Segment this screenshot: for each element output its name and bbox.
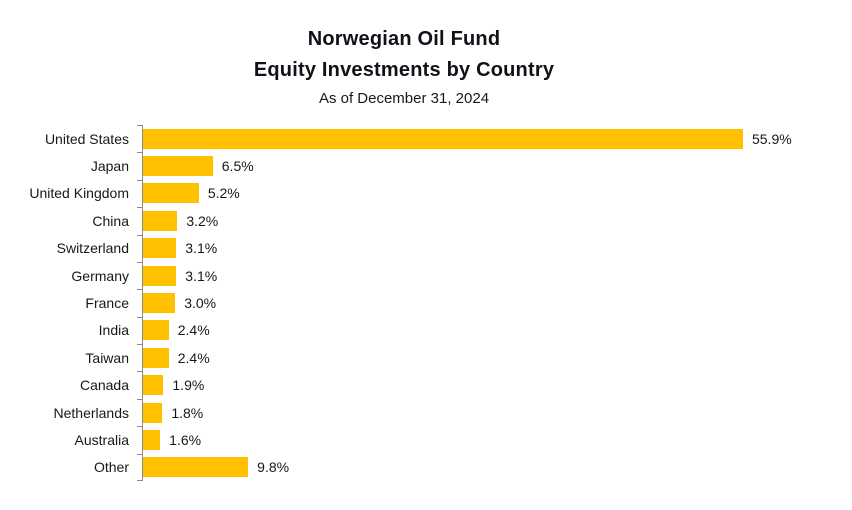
category-label: Netherlands [53,404,130,421]
category-label: United States [44,130,129,147]
chart-title-line-2: Equity Investments by Country [253,59,555,81]
axis-tick [137,234,143,236]
axis-tick [137,207,143,209]
bar-track: 9.8% [142,453,787,482]
axis-tick [137,261,143,263]
axis-tick [137,289,143,291]
bar [143,347,169,368]
bar-track: 1.9% [142,371,787,399]
bar-row: Japan 6.5% [0,152,787,180]
bar [143,429,161,450]
category-label: Germany [71,267,129,284]
value-label: 2.4% [177,349,210,366]
category-label: Japan [90,158,129,175]
axis-tick [137,453,143,455]
value-label: 2.4% [177,322,210,339]
value-label: 3.2% [186,212,219,229]
category-label: France [85,295,129,312]
bar-row: Australia 1.6% [0,426,787,454]
chart-title-line-1: Norwegian Oil Fund [307,28,501,50]
value-label: 1.9% [172,377,205,394]
bar-track: 3.2% [142,207,787,235]
bar-row: Taiwan 2.4% [0,344,787,372]
category-label: India [98,322,129,339]
bar-track: 3.1% [142,261,787,290]
chart-header: Norwegian Oil Fund Equity Investments by… [0,0,852,111]
bar-row: Netherlands 1.8% [0,398,787,427]
bar-row: India 2.4% [0,316,787,345]
bar-track: 2.4% [142,316,787,345]
bar [143,183,199,204]
axis-tick [137,480,143,481]
axis-tick [137,316,143,318]
bar-track: 3.0% [142,289,787,317]
bar [143,375,164,396]
category-label: United Kingdom [29,185,129,202]
bar-track: 3.1% [142,234,787,262]
bar-track: 6.5% [142,152,787,180]
bar [143,210,178,231]
value-label: 1.6% [169,431,202,448]
bar [143,457,249,478]
axis-tick [137,398,143,400]
bar-track: 2.4% [142,344,787,372]
bar-track: 55.9% [142,125,792,153]
value-label: 3.1% [185,267,218,284]
axis-tick [137,179,143,181]
bar-row: Other 9.8% [0,453,787,482]
bar-chart-plot-area: United States 55.9% Japan 6.5% United Kingdo… [0,125,852,482]
bar-row: France 3.0% [0,289,787,317]
bar-row: China 3.2% [0,207,787,235]
category-label: Other [93,459,129,476]
bar [143,128,743,149]
bar [143,293,176,314]
value-label: 3.1% [185,240,218,257]
bar [143,402,163,423]
bar [143,265,177,286]
axis-tick [137,426,143,428]
chart-subtitle: As of December 31, 2024 [318,90,490,107]
axis-tick [137,344,143,346]
axis-tick [137,371,143,373]
category-label: Switzerland [56,240,129,257]
value-label: 3.0% [184,295,217,312]
bar-row: United Kingdom 5.2% [0,179,787,208]
value-label: 6.5% [221,158,254,175]
value-label: 1.8% [171,404,204,421]
bar-row: Canada 1.9% [0,371,787,399]
bar-track: 1.8% [142,398,787,427]
axis-tick [137,152,143,154]
bar-row: United States 55.9% [0,125,792,153]
bar-track: 1.6% [142,426,787,454]
axis-tick [137,125,143,126]
bar [143,320,169,341]
value-label: 5.2% [207,185,240,202]
value-label: 9.8% [257,459,290,476]
bar [143,156,213,177]
category-label: Australia [74,431,129,448]
category-label: Taiwan [85,349,129,366]
value-label: 55.9% [751,130,792,147]
category-label: China [92,212,129,229]
bar [143,238,177,259]
bar-track: 5.2% [142,179,787,208]
bar-row: Switzerland 3.1% [0,234,787,262]
category-label: Canada [79,377,129,394]
bar-row: Germany 3.1% [0,261,787,290]
